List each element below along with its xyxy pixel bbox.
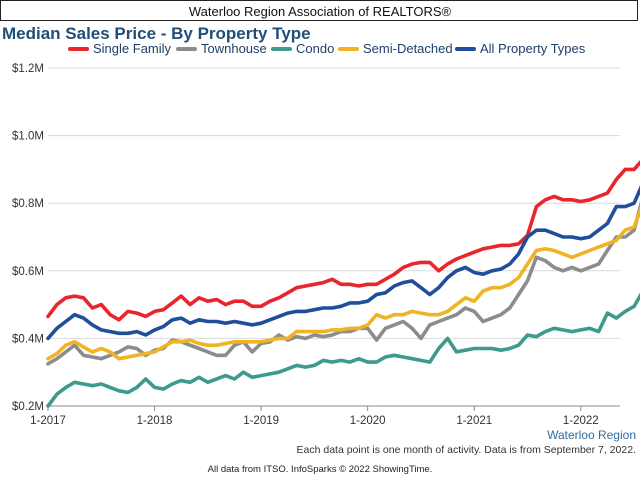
series-line-all-property-types [46, 185, 640, 341]
series-line-single-family [46, 159, 640, 322]
series-line-condo [46, 292, 640, 408]
legend-label: Semi-Detached [363, 41, 453, 56]
y-tick-label: $0.6M [12, 266, 44, 278]
axes: $0.2M $0.4M $0.6M $0.8M $1.0M $1.2M 1-2017 1-20… [12, 63, 620, 427]
x-tick-label: 1-2017 [30, 415, 66, 427]
legend-label: All Property Types [480, 41, 586, 56]
y-tick-label: $1.2M [12, 63, 44, 75]
chart-title: Median Sales Price - By Property Type [2, 24, 311, 43]
legend-label: Townhouse [201, 41, 267, 56]
x-tick-label: 1-2022 [563, 415, 599, 427]
region-label: Waterloo Region [547, 428, 636, 442]
series-lines [46, 159, 640, 408]
series-line-semi-detached [46, 206, 640, 361]
y-tick-label: $0.2M [12, 401, 44, 413]
series-line-townhouse [46, 200, 640, 366]
y-tick-label: $0.4M [12, 333, 44, 345]
x-tick-label: 1-2021 [456, 415, 492, 427]
legend-label: Single Family [93, 41, 172, 56]
x-tick-label: 1-2018 [137, 415, 173, 427]
data-credit: All data from ITSO. InfoSparks © 2022 Sh… [207, 464, 433, 475]
x-tick-label: 1-2019 [243, 415, 279, 427]
legend-label: Condo [296, 41, 334, 56]
data-note: Each data point is one month of activity… [296, 444, 637, 456]
organization-header: Waterloo Region Association of REALTORS® [0, 0, 640, 22]
y-tick-label: $0.8M [12, 198, 44, 210]
y-tick-label: $1.0M [12, 131, 44, 143]
x-tick-label: 1-2020 [350, 415, 386, 427]
organization-name: Waterloo Region Association of REALTORS® [188, 3, 452, 19]
header-border [0, 0, 638, 21]
legend: Single Family Townhouse Condo Semi-Detached… [68, 41, 586, 56]
